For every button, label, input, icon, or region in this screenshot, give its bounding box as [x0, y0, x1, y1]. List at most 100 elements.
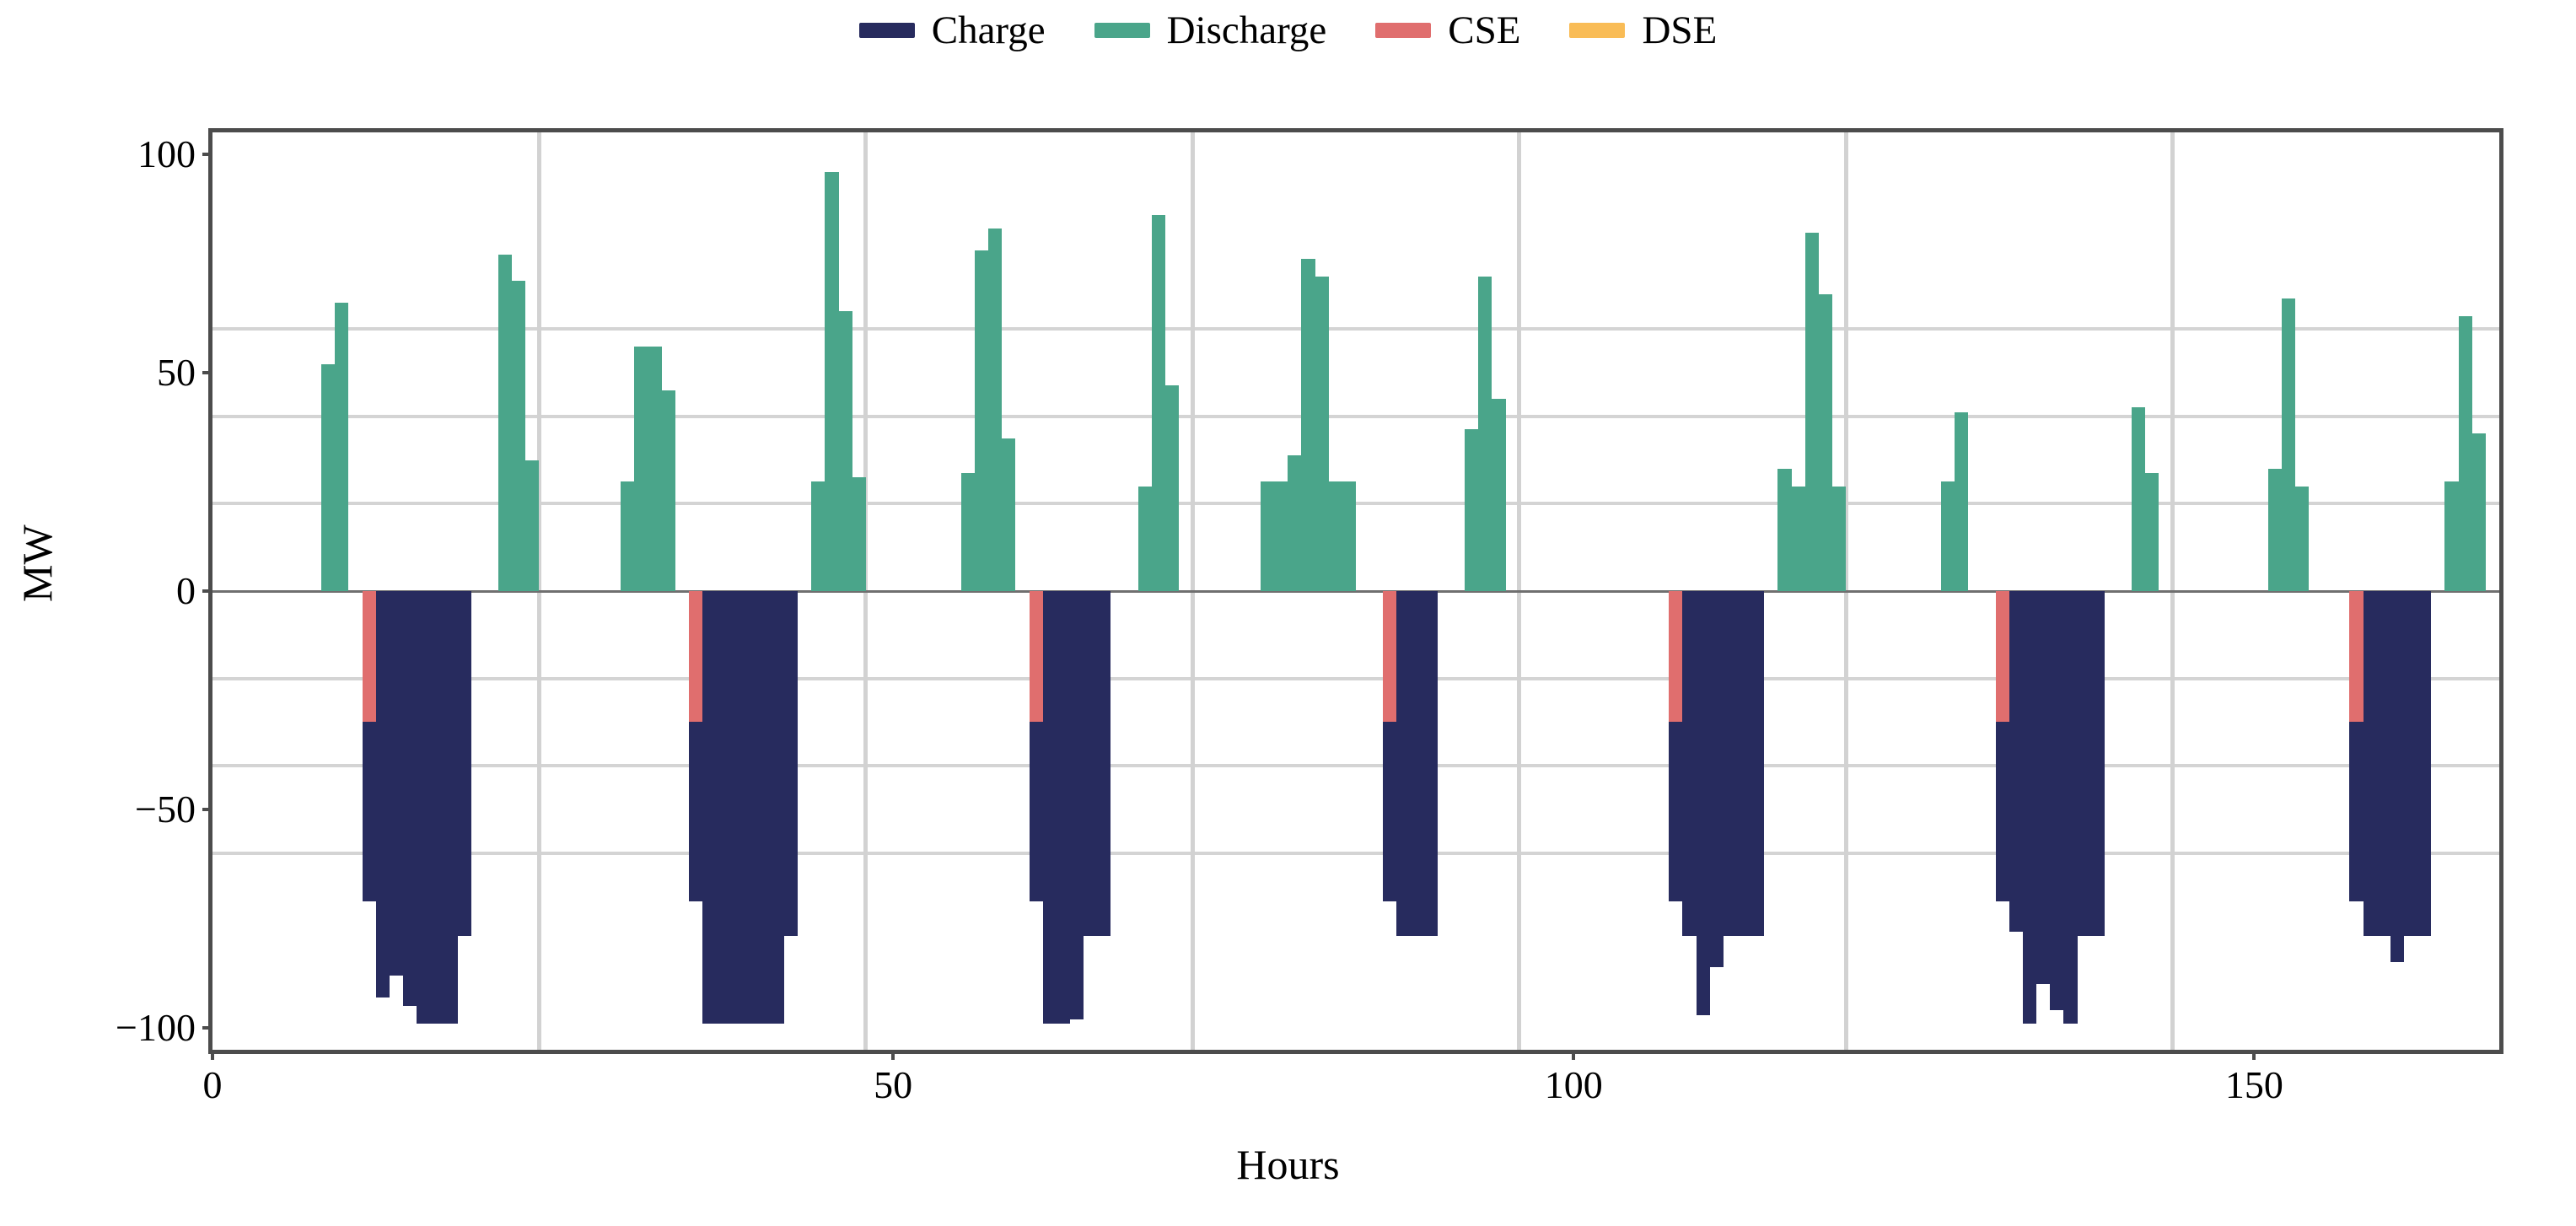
legend: Charge Discharge CSE DSE [0, 7, 2576, 54]
bar-charge-h112 [1737, 591, 1751, 937]
bar-charge-h138 [2090, 591, 2105, 937]
bar-discharge-h115 [1777, 468, 1792, 591]
bar-charge-h161 [2404, 591, 2418, 937]
bar-discharge-h164 [2444, 481, 2459, 591]
discharge-swatch-icon [1094, 23, 1150, 38]
bar-charge-h61 [1042, 591, 1057, 1024]
bar-charge-h18 [457, 591, 471, 937]
bar-discharge-h82 [1328, 481, 1342, 591]
bar-cse-h60 [1029, 591, 1043, 723]
bar-charge-h110 [1709, 591, 1724, 967]
bar-discharge-h68 [1137, 486, 1152, 591]
bar-charge-h157 [2349, 722, 2364, 901]
bar-charge-h36 [702, 591, 717, 1024]
bar-charge-h42 [784, 591, 799, 937]
legend-item-discharge: Discharge [1094, 7, 1327, 54]
plot-area: 0 50 100 150 100 50 0 −50 −100 [116, 132, 2499, 1106]
bar-charge-h108 [1682, 591, 1697, 937]
x-tick-100 [1572, 1050, 1576, 1060]
bar-discharge-h83 [1342, 481, 1356, 591]
bar-charge-h62 [1056, 591, 1070, 1024]
bar-discharge-h46 [838, 311, 852, 591]
bar-charge-h64 [1084, 591, 1098, 937]
bar-discharge-h70 [1165, 385, 1180, 591]
bar-charge-h87 [1396, 591, 1411, 937]
bar-discharge-h30 [621, 481, 635, 591]
bar-charge-h35 [689, 722, 703, 901]
bar-discharge-h77 [1261, 481, 1275, 591]
bar-charge-h13 [389, 591, 403, 976]
bar-discharge-h142 [2145, 473, 2159, 591]
legend-item-dse: DSE [1569, 7, 1717, 54]
bar-charge-h133 [2023, 591, 2037, 1024]
charge-swatch-icon [858, 23, 915, 38]
x-tick-label-0: 0 [202, 1063, 223, 1106]
bar-charge-h11 [362, 722, 376, 901]
bar-discharge-h116 [1791, 486, 1805, 591]
bar-discharge-h119 [1832, 486, 1847, 591]
cse-swatch-icon [1375, 23, 1432, 38]
bar-charge-h135 [2050, 591, 2064, 1011]
bar-discharge-h153 [2294, 486, 2309, 591]
bar-discharge-h47 [852, 477, 866, 591]
y-tick--100 [202, 1026, 212, 1030]
bar-discharge-h31 [634, 346, 648, 591]
y-tick-label--50: −50 [135, 788, 196, 831]
bar-charge-h160 [2390, 591, 2404, 963]
x-tick-label-100: 100 [1544, 1063, 1603, 1106]
bar-charge-h40 [756, 591, 771, 1024]
bar-discharge-h166 [2471, 433, 2486, 591]
bar-discharge-h79 [1288, 455, 1302, 591]
legend-label-discharge: Discharge [1166, 8, 1327, 52]
bar-charge-h88 [1410, 591, 1424, 937]
bar-charge-h137 [2077, 591, 2091, 937]
bar-charge-h159 [2376, 591, 2390, 937]
gridline-y-60 [212, 327, 2499, 331]
bar-charge-h60 [1029, 722, 1043, 901]
bar-charge-h65 [1097, 591, 1111, 937]
legend-label-charge: Charge [931, 8, 1046, 52]
bar-discharge-h127 [1941, 481, 1955, 591]
bar-charge-h39 [743, 591, 757, 1024]
bar-charge-h109 [1696, 591, 1710, 1015]
bar-charge-h17 [444, 591, 458, 1024]
bar-discharge-h8 [321, 363, 336, 591]
legend-item-cse: CSE [1375, 7, 1520, 54]
gridline-y-40 [212, 414, 2499, 418]
bar-charge-h158 [2363, 591, 2377, 937]
bar-charge-h131 [1995, 722, 2009, 901]
bar-discharge-h69 [1151, 215, 1165, 591]
y-tick-label--100: −100 [116, 1006, 196, 1050]
legend-label-dse: DSE [1642, 8, 1718, 52]
bar-cse-h86 [1383, 591, 1397, 723]
bar-cse-h157 [2349, 591, 2364, 723]
x-tick-label-50: 50 [874, 1063, 913, 1106]
legend-item-charge: Charge [858, 7, 1046, 54]
bar-charge-h37 [716, 591, 730, 1024]
bar-discharge-h23 [525, 460, 540, 591]
y-tick-label-50: 50 [157, 350, 196, 394]
bar-discharge-h152 [2281, 298, 2295, 591]
x-tick-150 [2252, 1050, 2256, 1060]
y-tick-100 [202, 152, 212, 156]
bar-charge-h15 [417, 591, 431, 1024]
bar-discharge-h44 [811, 481, 826, 591]
bar-cse-h35 [689, 591, 703, 723]
x-tick-50 [891, 1050, 895, 1060]
bar-discharge-h118 [1818, 293, 1832, 591]
bar-discharge-h33 [661, 390, 675, 591]
gridline-y--20 [212, 676, 2499, 680]
bar-discharge-h45 [825, 171, 839, 591]
bar-discharge-h92 [1465, 429, 1479, 591]
bar-charge-h134 [2036, 591, 2051, 985]
bar-discharge-h151 [2267, 468, 2282, 591]
x-axis-label: Hours [1236, 1141, 1340, 1188]
bar-discharge-h141 [2132, 407, 2146, 591]
bar-discharge-h57 [988, 228, 1003, 591]
bar-charge-h162 [2417, 591, 2432, 937]
x-tick-label-150: 150 [2224, 1063, 2283, 1106]
zero-line [212, 589, 2499, 593]
gridline-y--40 [212, 764, 2499, 768]
bar-discharge-h56 [975, 250, 989, 591]
bar-discharge-h80 [1301, 259, 1315, 591]
